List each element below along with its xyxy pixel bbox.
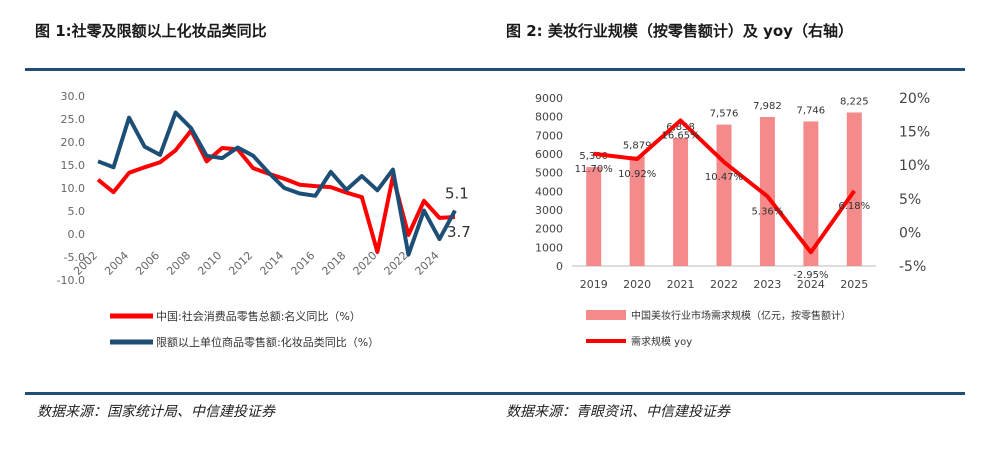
y-tick-label: 20.0	[61, 136, 86, 149]
bar-value-label: 8,225	[840, 96, 869, 107]
chart-2: 9000 8000 7000 6000 5000 4000 3000 2000 1000 0 20%…	[535, 91, 930, 348]
right-y-tick-label: 10%	[899, 158, 930, 174]
figure1-title: 图 1:社零及限额以上化妆品类同比	[35, 22, 267, 40]
left-y-tick-label: 4000	[535, 185, 563, 198]
left-y-tick-label: 1000	[535, 241, 563, 254]
left-y-tick-label: 6000	[535, 148, 563, 161]
bar-value-label: 7,982	[753, 101, 782, 112]
yoy-value-label: 10.92%	[618, 169, 656, 180]
bar	[716, 124, 732, 266]
right-y-tick-label: -5%	[899, 259, 926, 275]
yoy-value-label: 11.70%	[575, 164, 613, 175]
x-tick-label: 2023	[753, 278, 781, 291]
left-y-tick-label: 2000	[535, 223, 563, 236]
x-tick-label: 2020	[351, 249, 380, 278]
bar	[759, 117, 775, 266]
left-y-tick-label: 0	[556, 260, 563, 273]
legend-label: 限额以上单位商品零售额:化妆品类同比（%）	[156, 335, 379, 349]
bar-value-label: 7,746	[797, 105, 826, 116]
series-yoy-line	[593, 118, 856, 255]
legend-label: 中国:社会消费品零售总额:名义同比（%）	[156, 309, 361, 323]
yoy-value-label: 10.47%	[705, 172, 743, 183]
y-tick-label: -5.0	[64, 251, 85, 264]
y-tick-label: 10.0	[61, 182, 86, 195]
right-y-tick-label: 5%	[899, 192, 921, 208]
x-tick-label: 2014	[257, 249, 286, 278]
x-tick-label: 2010	[195, 249, 224, 278]
legend-label: 需求规模 yoy	[631, 335, 692, 348]
bar	[629, 156, 645, 266]
legend-swatch-bar	[586, 310, 626, 320]
x-tick-label: 2020	[623, 278, 651, 291]
bar-value-label: 5,879	[623, 140, 652, 151]
yoy-value-label: 6.18%	[838, 201, 870, 212]
bar-value-label: 7,576	[710, 109, 739, 120]
x-tick-label: 2016	[288, 249, 317, 278]
right-y-tick-label: 15%	[899, 125, 930, 141]
left-y-tick-label: 9000	[535, 92, 563, 105]
x-tick-label: 2025	[840, 278, 868, 291]
figure2-source: 数据来源：青眼资讯、中信建投证券	[506, 404, 730, 420]
x-tick-label: 2019	[580, 278, 608, 291]
y-tick-label: 5.0	[68, 205, 86, 218]
bar	[846, 112, 862, 266]
y-tick-label: 0.0	[68, 228, 86, 241]
yoy-value-label: 16.65%	[662, 131, 700, 142]
y-tick-label: 30.0	[61, 90, 86, 103]
bar	[586, 167, 602, 266]
bar	[673, 137, 689, 266]
figure2-title: 图 2: 美妆行业规模（按零售额计）及 yoy（右轴）	[506, 22, 853, 40]
x-tick-label: 2004	[102, 249, 131, 278]
x-tick-label: 2024	[413, 249, 442, 278]
annotation-retail-last: 3.7	[447, 223, 471, 241]
x-tick-label: 2018	[319, 249, 348, 278]
series-cosmetics-line	[97, 110, 457, 257]
bar-value-label: 5,300	[579, 151, 608, 162]
left-y-tick-label: 3000	[535, 204, 563, 217]
x-tick-label: 2024	[797, 278, 825, 291]
yoy-value-label: 5.36%	[752, 206, 784, 217]
bottom-divider	[25, 392, 965, 395]
top-divider	[25, 68, 965, 71]
yoy-value-label: -2.95%	[793, 270, 828, 281]
right-y-tick-label: 20%	[899, 91, 930, 107]
left-y-tick-label: 5000	[535, 167, 563, 180]
x-tick-label: 2021	[667, 278, 695, 291]
legend-label: 中国美妆行业市场需求规模（亿元，按零售额计）	[631, 309, 851, 322]
x-tick-label: 2012	[226, 249, 255, 278]
x-tick-label: 2008	[164, 249, 193, 278]
figure1-source: 数据来源：国家统计局、中信建投证券	[37, 404, 275, 420]
y-tick-label: -10.0	[57, 274, 85, 287]
x-tick-label: 2006	[133, 249, 162, 278]
right-y-tick-label: 0%	[899, 225, 921, 241]
left-y-tick-label: 7000	[535, 129, 563, 142]
y-tick-label: 25.0	[61, 113, 86, 126]
annotation-cosmetics-last: 5.1	[445, 185, 469, 203]
x-tick-label: 2022	[710, 278, 738, 291]
left-y-tick-label: 8000	[535, 111, 563, 124]
bar-value-label: 6,858	[666, 122, 695, 133]
bar	[803, 121, 819, 266]
y-tick-label: 15.0	[61, 159, 86, 172]
